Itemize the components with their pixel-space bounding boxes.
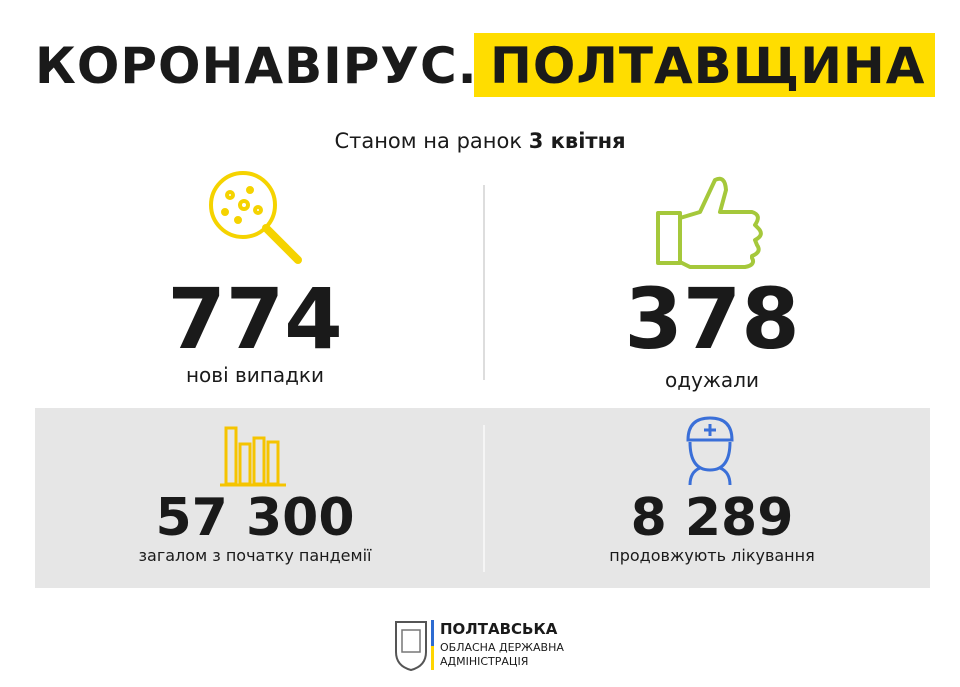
bars-icon	[220, 426, 286, 487]
highlight-box	[474, 33, 935, 97]
title: КОРОНАВІРУС.	[35, 37, 478, 95]
stat-value: 378	[624, 270, 799, 368]
subtitle-date: 3 квітня	[529, 129, 626, 153]
subtitle: Станом на ранок 3 квітня	[334, 129, 625, 153]
logo: ПОЛТАВСЬКА ОБЛАСНА ДЕРЖАВНА АДМІНІСТРАЦІ…	[395, 620, 564, 672]
doctor-icon	[686, 416, 734, 486]
logo-line: ОБЛАСНА ДЕРЖАВНА	[440, 641, 564, 654]
logo-line: АДМІНІСТРАЦІЯ	[440, 655, 528, 668]
thumb-icon	[656, 176, 763, 269]
logo-line: ПОЛТАВСЬКА	[440, 620, 558, 638]
stat-value: 8 289	[631, 488, 794, 548]
stat-value: 774	[167, 270, 342, 368]
stat-label: одужали	[665, 368, 759, 392]
subtitle-text: Станом на ранок	[334, 129, 522, 153]
stat-label: нові випадки	[186, 363, 324, 387]
stat-label: продовжують лікування	[609, 546, 814, 565]
title-highlight: ПОЛТАВЩИНА	[490, 37, 925, 95]
magnifier-icon	[209, 171, 302, 264]
stat-value: 57 300	[155, 488, 354, 548]
stat-label: загалом з початку пандемії	[139, 546, 372, 565]
panel	[35, 408, 930, 588]
